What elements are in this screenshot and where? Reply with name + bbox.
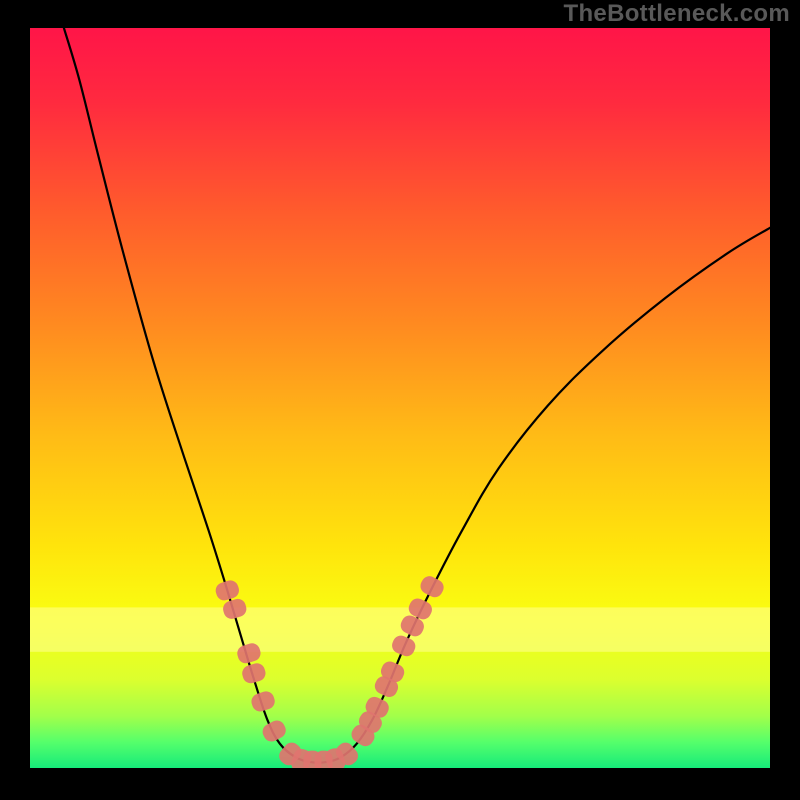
stage: TheBottleneck.com xyxy=(0,0,800,800)
chart-svg xyxy=(30,28,770,768)
plot-area xyxy=(30,28,770,768)
watermark-text: TheBottleneck.com xyxy=(564,0,790,28)
